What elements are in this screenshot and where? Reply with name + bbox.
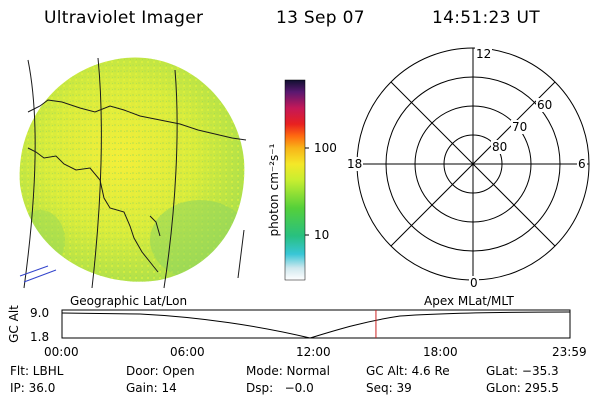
stray-marks <box>19 265 57 283</box>
app-title: Ultraviolet Imager <box>44 8 204 28</box>
info-seq: Seq: 39 <box>366 381 412 395</box>
coastline-overlay <box>27 99 247 273</box>
altitude-curve <box>61 311 571 339</box>
date-label: 13 Sep 07 <box>276 8 365 28</box>
timeline-y-bottom: 1.8 <box>30 330 50 344</box>
timeline-tick-1: 06:00 <box>170 345 205 359</box>
mlt-label-6: 6 <box>577 157 587 171</box>
timeline-tick-3: 18:00 <box>423 345 458 359</box>
earth-disk <box>19 57 245 282</box>
colorbar-tick-100: 100 <box>314 141 337 155</box>
mlt-label-12: 12 <box>475 47 493 61</box>
color-bar <box>284 79 309 281</box>
info-gc-alt: GC Alt: 4.6 Re <box>366 364 450 378</box>
uv-image-panel <box>19 57 247 289</box>
mlat-label-70: 70 <box>511 120 529 134</box>
longitude-lines <box>23 57 245 289</box>
info-glon: GLon: 295.5 <box>486 381 559 395</box>
info-mode: Mode: Normal <box>246 364 330 378</box>
mlat-label-60: 60 <box>536 98 554 112</box>
mlt-label-0: 0 <box>469 276 479 290</box>
time-label: 14:51:23 UT <box>432 8 540 28</box>
altitude-timeline <box>61 309 571 339</box>
info-filter: Flt: LBHL <box>10 364 64 378</box>
info-dsp: Dsp: −0.0 <box>246 381 314 395</box>
timeline-tick-4: 23:59 <box>552 345 587 359</box>
polar-grid-plot <box>356 47 590 281</box>
info-gain: Gain: 14 <box>126 381 177 395</box>
info-door: Door: Open <box>126 364 195 378</box>
info-glat: GLat: −35.3 <box>486 364 559 378</box>
colorbar-unit-label: photon cm⁻²s⁻¹ <box>267 143 281 237</box>
colorbar-tick-10: 10 <box>314 228 330 242</box>
timeline-tick-2: 12:00 <box>296 345 331 359</box>
mlt-label-18: 18 <box>346 157 364 171</box>
timeline-y-top: 9.0 <box>30 306 50 320</box>
geographic-caption: Geographic Lat/Lon <box>70 294 188 308</box>
apex-caption: Apex MLat/MLT <box>424 294 514 308</box>
timeline-tick-0: 00:00 <box>44 345 79 359</box>
timeline-axis-title: GC Alt <box>7 305 21 343</box>
info-ip: IP: 36.0 <box>10 381 56 395</box>
mlat-label-80: 80 <box>491 140 509 154</box>
